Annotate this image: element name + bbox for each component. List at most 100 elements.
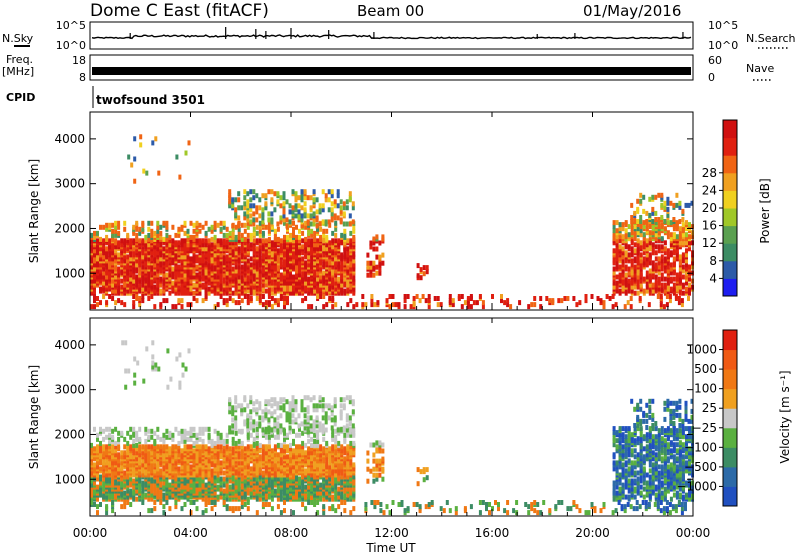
power-cell (640, 240, 643, 245)
velocity-cell (250, 466, 253, 471)
power-cell (352, 235, 355, 240)
velocity-cell (181, 448, 184, 453)
power-cell (217, 223, 220, 228)
power-cell (355, 302, 358, 307)
power-cell (634, 256, 637, 261)
velocity-cell (220, 444, 223, 449)
power-cell (566, 296, 569, 301)
power-cell (223, 298, 226, 303)
power-cell (337, 277, 340, 282)
power-cell (270, 189, 273, 194)
power-cell (185, 151, 188, 156)
power-cell (307, 213, 310, 218)
power-cell (645, 219, 648, 224)
power-cell (660, 215, 663, 220)
power-cell (270, 211, 273, 216)
velocity-cell (259, 454, 262, 459)
power-cell (133, 157, 136, 162)
power-cell (205, 221, 208, 226)
power-cell (506, 298, 509, 303)
power-cell (256, 238, 259, 243)
power-cell (250, 242, 253, 247)
power-cell (93, 304, 96, 309)
nsky-tick-top: 10^5 (56, 19, 86, 32)
power-cell (96, 231, 99, 236)
power-cell (270, 217, 273, 222)
power-cell (175, 155, 178, 160)
power-cell (381, 253, 384, 258)
power-cell (375, 271, 378, 276)
power-cell (202, 283, 205, 288)
velocity-cell (286, 454, 289, 459)
power-cell (319, 227, 322, 232)
power-cell (159, 289, 162, 294)
power-cell (619, 289, 622, 294)
power-cell (111, 223, 114, 228)
date-label: 01/May/2016 (583, 2, 681, 20)
power-cell (153, 304, 156, 309)
power-cell (369, 261, 372, 266)
power-cell (226, 298, 229, 303)
power-cell (235, 235, 238, 240)
power-cell (349, 191, 352, 196)
y-tick-label: 1000 (54, 266, 85, 280)
power-cell (159, 231, 162, 236)
power-cell (619, 265, 622, 270)
power-cell (177, 227, 180, 232)
power-cell (171, 304, 174, 309)
power-cell (96, 302, 99, 307)
power-cell (375, 234, 378, 239)
power-cell (151, 140, 154, 145)
power-cell (171, 238, 174, 243)
power-cell (301, 298, 304, 303)
power-cell (307, 219, 310, 224)
power-cell (256, 246, 259, 251)
power-cell (337, 215, 340, 220)
velocity-cell (120, 450, 123, 455)
power-cell (93, 294, 96, 299)
power-cell (214, 304, 217, 309)
power-cell (452, 298, 455, 303)
power-cell (301, 231, 304, 236)
power-cell (135, 221, 138, 226)
power-cell (325, 235, 328, 240)
power-cell (283, 191, 286, 196)
power-cell (316, 224, 319, 229)
power-cell (389, 294, 392, 299)
power-cell (372, 247, 375, 252)
power-cell (527, 304, 530, 309)
power-cell (563, 296, 566, 301)
power-cell (649, 269, 652, 274)
velocity-cell (220, 477, 223, 482)
power-cell (184, 221, 187, 226)
power-cell (211, 242, 214, 247)
power-cell (319, 203, 322, 208)
power-cell (685, 248, 688, 253)
power-cell (600, 298, 603, 303)
power-cell (316, 294, 319, 299)
cpid-text: twofsound 3501 (96, 93, 205, 107)
power-cell (165, 298, 168, 303)
power-cell (105, 246, 108, 251)
power-cell (139, 142, 142, 147)
power-cell (262, 294, 265, 299)
power-cell (246, 191, 249, 196)
power-cell (307, 238, 310, 243)
velocity-cell (223, 489, 226, 494)
cpid-label: CPID (6, 91, 35, 104)
power-cell (127, 155, 130, 160)
power-cell (458, 294, 461, 299)
power-cell (669, 201, 672, 206)
power-cell (250, 262, 253, 267)
power-cell (196, 273, 199, 278)
power-cell (334, 233, 337, 238)
power-cell (657, 217, 660, 222)
power-cell (616, 220, 619, 225)
power-cell (417, 273, 420, 278)
power-cell (664, 246, 667, 251)
power-cell (372, 261, 375, 266)
power-cell (93, 231, 96, 236)
power-cell (346, 302, 349, 307)
power-cell (265, 289, 268, 294)
power-cell (241, 265, 244, 270)
